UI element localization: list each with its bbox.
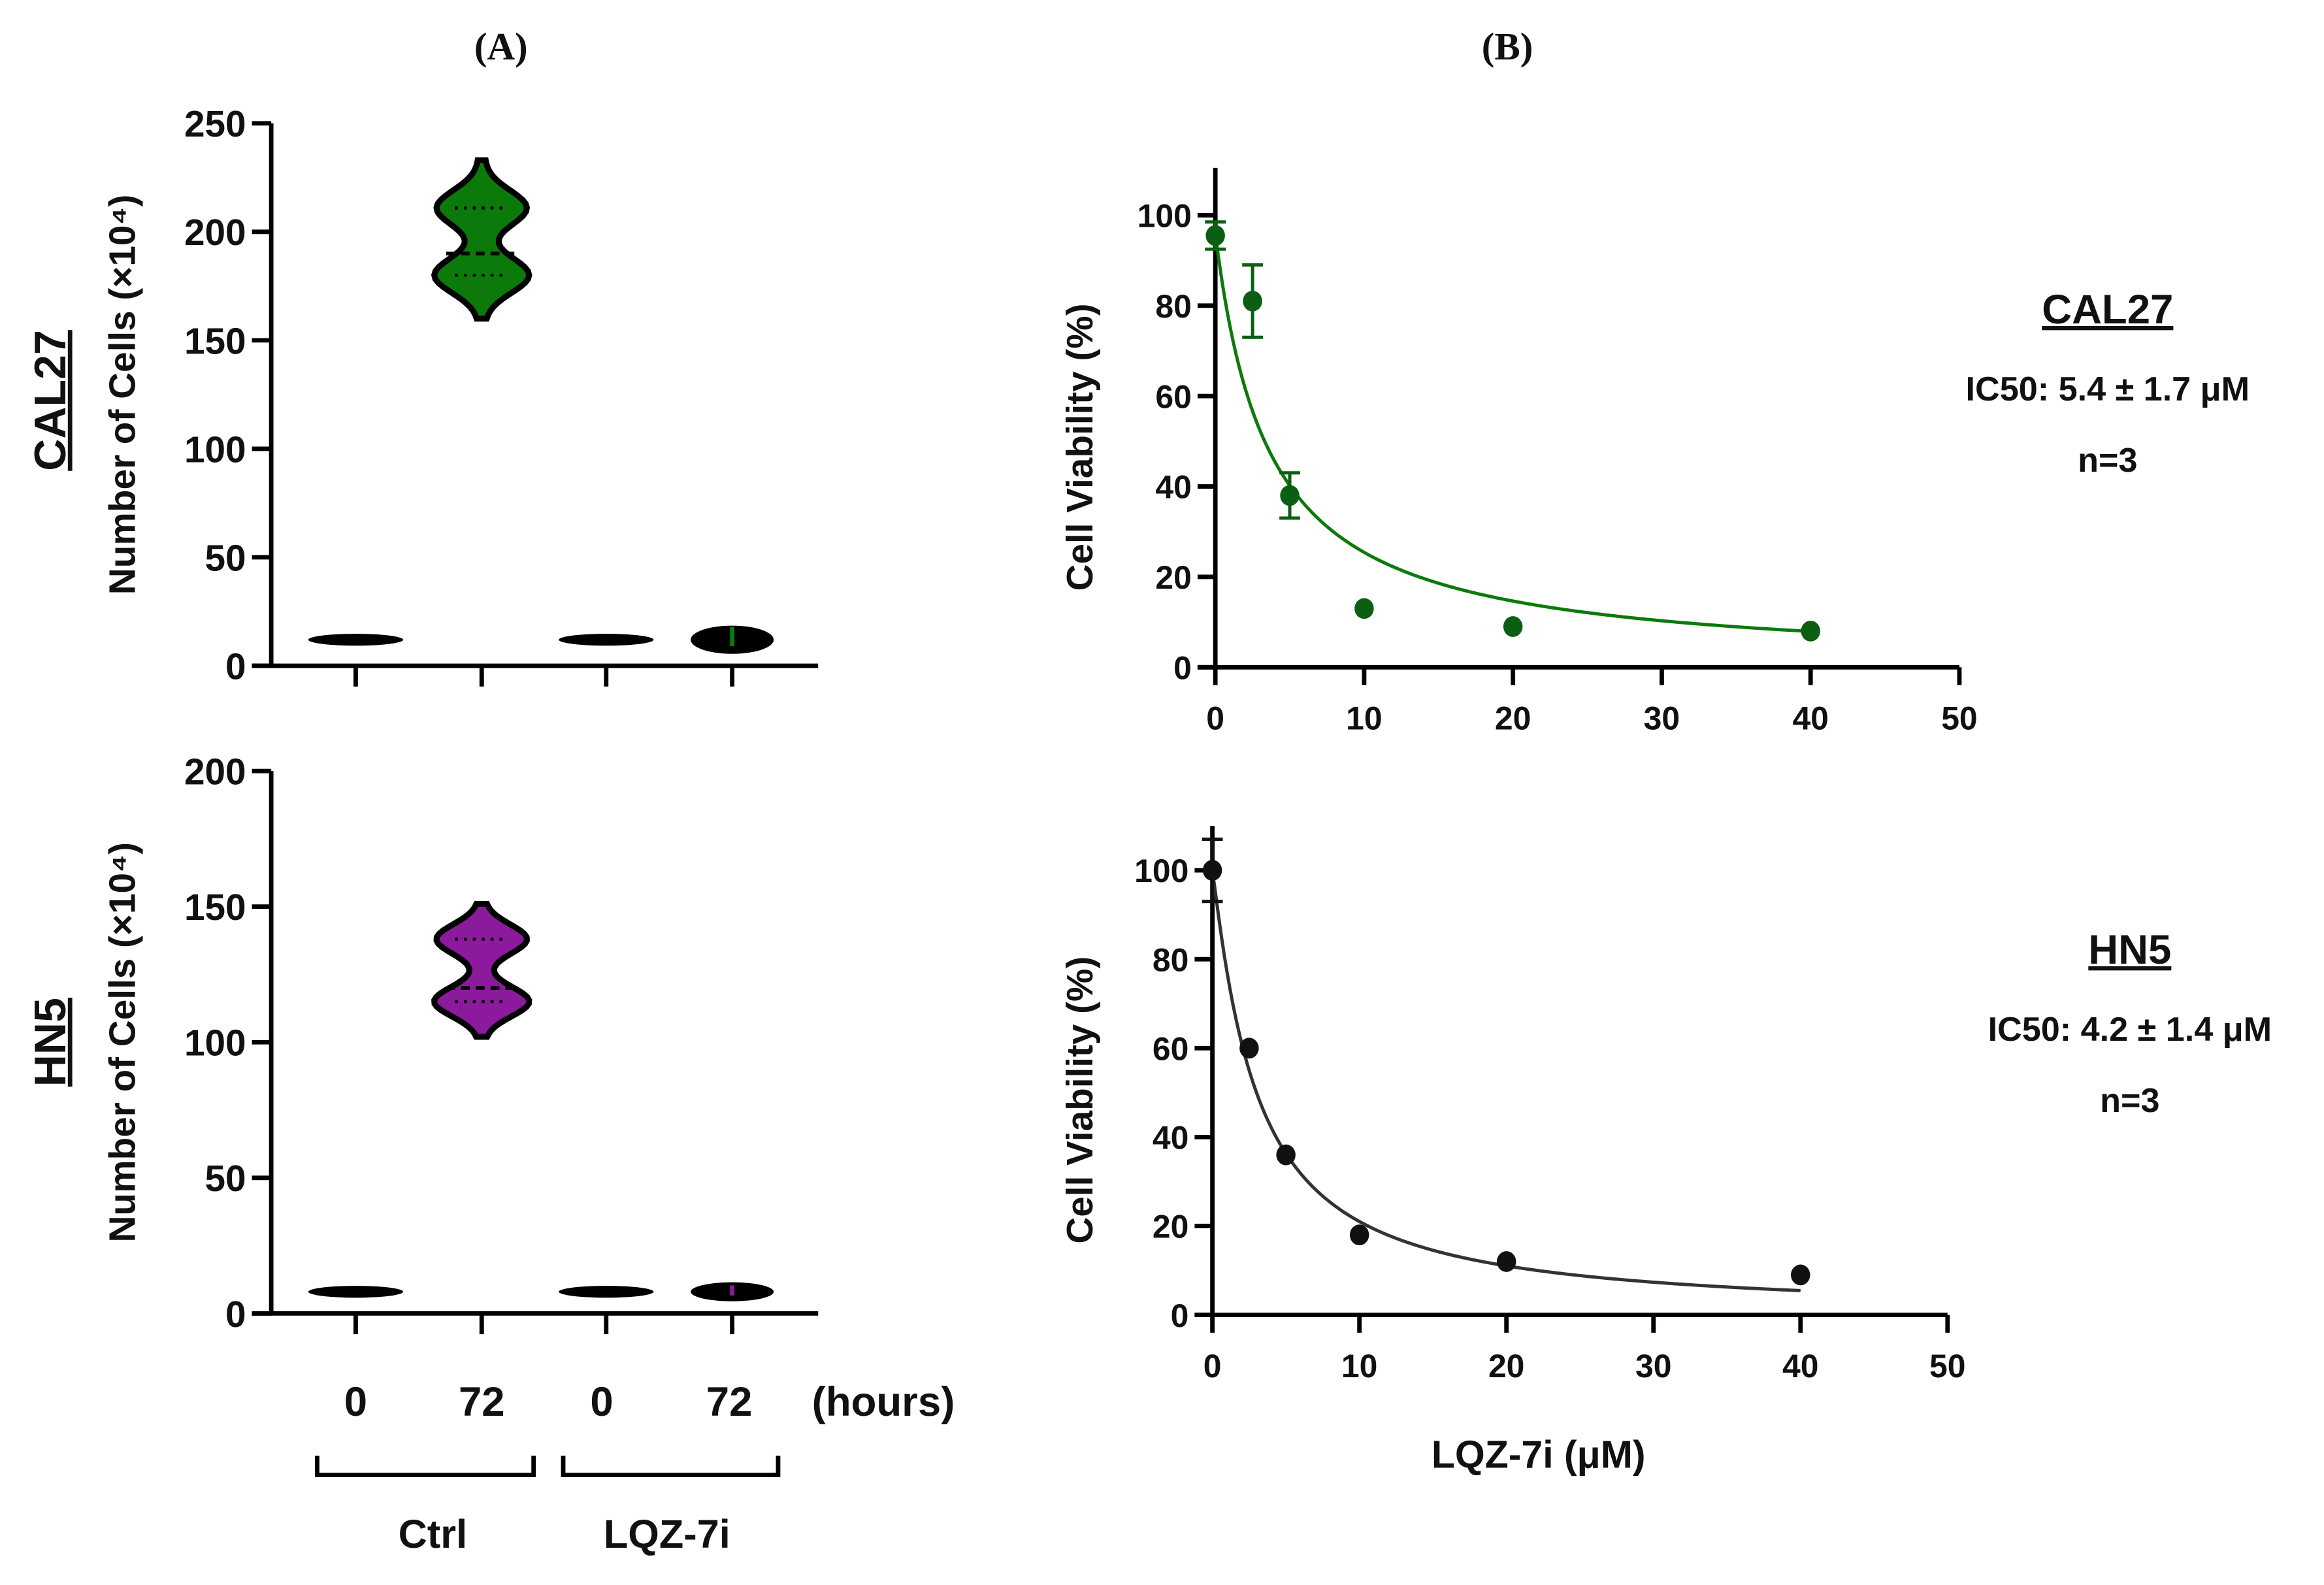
ctrl-bracket <box>315 1456 536 1478</box>
y-axis-label: Cell Viability (%) <box>1060 956 1101 1244</box>
fit-curve <box>1211 870 1801 1292</box>
y-tick-label: 200 <box>184 752 246 793</box>
y-tick-label: 60 <box>1153 1030 1189 1067</box>
cell-line-title: HN5 <box>2088 927 2171 973</box>
hn5-violin-chart: 0 50 100 150 200 Number of Cells (×10⁴) HN5 <box>25 752 819 1335</box>
data-point <box>1205 225 1225 246</box>
violin <box>431 157 532 322</box>
row-label: HN5 <box>25 998 75 1087</box>
n-label: n=3 <box>2100 1082 2159 1120</box>
ic50-label: IC50: 4.2 ± 1.4 μM <box>1988 1011 2272 1049</box>
x-axis-label: LQZ-7i (μM) <box>1432 1433 1646 1476</box>
y-tick-label: 250 <box>184 104 246 145</box>
violin <box>559 634 654 646</box>
y-tick-label: 0 <box>1173 649 1192 686</box>
cal27-violin-chart: 0 50 100 150 200 250 Number of Cells (×10⁴) CAL… <box>25 104 819 687</box>
y-tick-label: 150 <box>184 887 246 928</box>
x-tick-label: 40 <box>1792 700 1829 737</box>
y-tick-label: 20 <box>1155 559 1192 596</box>
y-tick-label: 100 <box>1134 853 1188 889</box>
x-tick-label: 30 <box>1635 1348 1672 1384</box>
x-tick-label: 10 <box>1346 700 1383 737</box>
data-point <box>1503 616 1523 637</box>
y-tick-label: 100 <box>184 1023 246 1064</box>
fit-curve <box>1213 233 1811 633</box>
y-tick-label: 150 <box>184 321 246 362</box>
data-point <box>1354 598 1374 619</box>
cal27-viability-chart: 0 20 40 60 80 100 0 10 20 30 40 50 Cell Viability (%… <box>1060 167 2250 737</box>
y-tick-label: 60 <box>1155 378 1192 415</box>
x-tick-label: 20 <box>1488 1348 1524 1384</box>
n-label: n=3 <box>2078 442 2137 480</box>
y-tick-label: 100 <box>1137 198 1192 235</box>
y-tick-label: 20 <box>1153 1209 1189 1245</box>
ic50-label: IC50: 5.4 ± 1.7 μM <box>1966 370 2250 408</box>
x-tick-label: 0 <box>590 1379 613 1425</box>
data-point <box>1243 291 1262 312</box>
data-point <box>1276 1144 1296 1166</box>
hn5-viability-chart: 0 20 40 60 80 100 0 10 20 30 40 50 Cell Viability (%… <box>1060 826 2272 1476</box>
x-tick-label: 50 <box>1941 700 1978 737</box>
data-point <box>1280 485 1300 506</box>
y-tick-label: 40 <box>1153 1120 1189 1156</box>
x-unit-label: (hours) <box>812 1379 955 1425</box>
y-tick-label: 40 <box>1155 469 1192 506</box>
y-axis-label: Number of Cells (×10⁴) <box>102 842 143 1243</box>
violin <box>308 1286 404 1298</box>
x-tick-label: 40 <box>1782 1348 1819 1384</box>
data-point <box>1801 621 1820 642</box>
x-tick-label: 0 <box>1203 1348 1222 1384</box>
data-point <box>1202 860 1222 881</box>
group-label-lqz: LQZ-7i <box>604 1512 730 1556</box>
y-tick-label: 80 <box>1153 941 1189 978</box>
data-point <box>1349 1224 1369 1246</box>
x-tick-label: 20 <box>1495 700 1531 737</box>
y-tick-label: 200 <box>184 212 246 253</box>
y-tick-label: 100 <box>184 429 246 470</box>
y-tick-label: 80 <box>1155 288 1192 325</box>
x-tick-label: 50 <box>1929 1348 1966 1384</box>
panel-label-b: (B) <box>1482 25 1533 68</box>
data-point <box>1791 1264 1810 1286</box>
y-axis-label: Cell Viability (%) <box>1060 303 1101 591</box>
data-point <box>1496 1251 1516 1272</box>
y-axis-label: Number of Cells (×10⁴) <box>102 195 143 595</box>
violin <box>559 1286 654 1298</box>
x-tick-label: 72 <box>459 1379 505 1425</box>
x-tick-label: 0 <box>344 1379 367 1425</box>
y-tick-label: 0 <box>225 1294 246 1335</box>
lqz-bracket <box>561 1456 781 1478</box>
violin <box>308 634 404 646</box>
y-tick-label: 50 <box>205 538 246 579</box>
violin <box>431 900 532 1040</box>
y-tick-label: 50 <box>205 1158 246 1200</box>
x-tick-label: 10 <box>1341 1348 1378 1384</box>
x-tick-label: 0 <box>1206 700 1224 737</box>
cell-line-title: CAL27 <box>2042 287 2173 333</box>
x-tick-label: 72 <box>706 1379 753 1425</box>
group-label-ctrl: Ctrl <box>399 1512 467 1556</box>
x-tick-label: 30 <box>1644 700 1680 737</box>
y-tick-label: 0 <box>225 646 246 687</box>
y-tick-label: 0 <box>1171 1298 1189 1334</box>
data-point <box>1239 1038 1259 1059</box>
row-label: CAL27 <box>25 330 75 471</box>
panel-label-a: (A) <box>474 25 528 68</box>
